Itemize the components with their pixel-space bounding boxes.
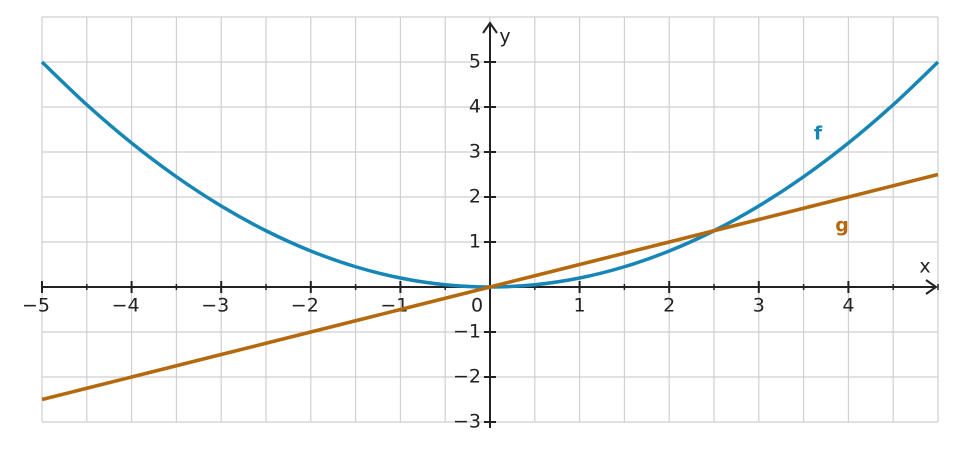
y-tick-label: 2 xyxy=(469,186,481,208)
x-tick-label: 2 xyxy=(663,295,675,317)
x-tick-label: −4 xyxy=(112,295,140,317)
y-tick-label: 3 xyxy=(469,141,481,163)
x-axis-arrow xyxy=(925,279,938,295)
series-label: g xyxy=(835,215,849,237)
series-line xyxy=(41,172,939,402)
y-axis-label: y xyxy=(499,26,510,48)
x-tick-label: 3 xyxy=(753,295,765,317)
x-axis-label: x xyxy=(919,256,930,278)
x-tick-label: 1 xyxy=(574,295,586,317)
y-tick-label: −1 xyxy=(453,321,481,343)
x-tick-label: −5 xyxy=(22,295,50,317)
x-tick-label: −3 xyxy=(201,295,229,317)
x-tick-label: −2 xyxy=(291,295,319,317)
y-tick-label: −2 xyxy=(453,366,481,388)
y-tick-label: 1 xyxy=(469,231,481,253)
y-tick-label: 5 xyxy=(469,51,481,73)
y-tick-label: −3 xyxy=(453,411,481,433)
y-tick-label: 4 xyxy=(469,96,481,118)
x-tick-label: 0 xyxy=(471,295,483,317)
y-axis-arrow xyxy=(482,21,498,34)
series-label: f xyxy=(814,123,823,145)
x-tick-label: 4 xyxy=(842,295,854,317)
